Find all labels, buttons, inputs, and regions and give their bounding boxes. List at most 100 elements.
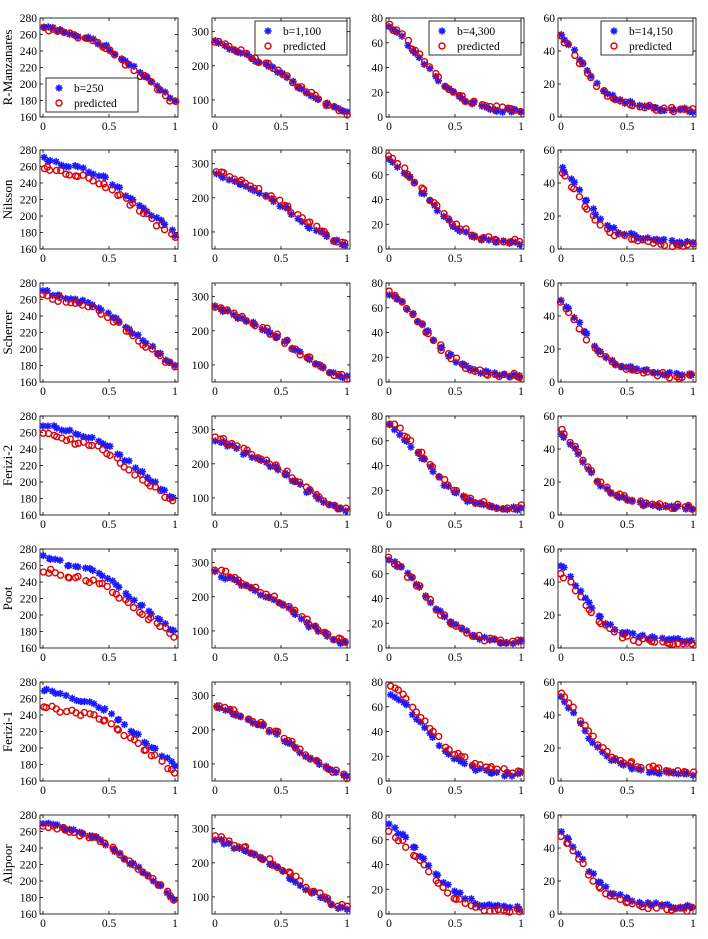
panel: 0 20 40 60 0 0.5 1 (544, 145, 697, 265)
predicted-point (314, 626, 322, 634)
predicted-point (141, 343, 150, 351)
observed-point (116, 451, 124, 459)
predicted-point (142, 746, 150, 754)
x-tick-label: 1 (690, 386, 696, 398)
predicted-point (435, 732, 443, 741)
legend: b=4,300 predicted (428, 20, 522, 56)
predicted-point (461, 753, 469, 761)
y-tick-label: 60 (544, 13, 556, 25)
predicted-point (516, 107, 525, 116)
panel: 0 20 40 60 0 0.5 1 (544, 278, 697, 398)
y-tick-label: 40 (544, 444, 556, 456)
predicted-point (482, 763, 490, 771)
observed-point (52, 158, 60, 166)
y-tick-label: 260 (20, 694, 38, 706)
y-tick-label: 300 (192, 824, 210, 836)
predicted-point (85, 441, 93, 449)
predicted-point (74, 439, 83, 447)
x-tick-label: 0.5 (448, 121, 463, 133)
predicted-point (306, 486, 314, 494)
observed-point (570, 709, 578, 717)
y-tick-label: 0 (377, 244, 383, 256)
y-tick-label: 280 (20, 278, 38, 290)
y-tick-label: 0 (549, 510, 555, 522)
predicted-point (482, 102, 490, 110)
predicted-point (607, 489, 615, 497)
predicted-point (298, 214, 306, 222)
x-tick-label: 0 (212, 253, 218, 265)
y-tick-label: 20 (372, 219, 384, 231)
predicted-point (619, 759, 628, 767)
panel: 160 180 200 220 240 260 280 0 0.5 1 (20, 677, 179, 797)
observed-point (89, 566, 97, 574)
observed-point (585, 598, 593, 607)
y-tick-label: 260 (20, 827, 38, 839)
predicted-point (259, 720, 267, 729)
predicted-point (516, 767, 524, 776)
y-tick-label: 20 (372, 485, 384, 497)
predicted-point (115, 318, 123, 326)
x-tick-label: 0 (212, 785, 218, 797)
predicted-point (103, 582, 111, 591)
predicted-point (434, 73, 443, 81)
x-tick-label: 1 (344, 386, 350, 398)
predicted-point (570, 315, 578, 324)
predicted-point (688, 505, 696, 513)
predicted-point (115, 594, 123, 602)
panel: 100 200 300 0 0.5 1 (192, 149, 351, 265)
predicted-point (171, 233, 180, 242)
x-tick-label: 1 (344, 121, 350, 133)
predicted-point (591, 216, 599, 224)
observed-point (135, 201, 144, 210)
x-tick-label: 0.5 (274, 652, 289, 664)
predicted-point (645, 763, 653, 771)
predicted-point (254, 58, 263, 66)
predicted-point (116, 459, 125, 467)
predicted-point (584, 727, 593, 735)
predicted-point (343, 111, 351, 119)
y-tick-label: 0 (549, 112, 555, 124)
predicted-point (602, 352, 610, 361)
legend-observed-label: b=1,100 (283, 26, 321, 38)
predicted-point (276, 196, 284, 204)
predicted-point (418, 448, 426, 457)
axes-box (211, 282, 351, 383)
panel: 100 200 300 0 0.5 1 (192, 548, 351, 664)
x-tick-label: 0 (212, 386, 218, 398)
x-tick-label: 1 (172, 519, 178, 531)
predicted-point (283, 72, 291, 80)
x-tick-label: 0.5 (448, 386, 463, 398)
x-tick-label: 0.5 (102, 785, 117, 797)
y-tick-label: 40 (544, 710, 556, 722)
predicted-point (101, 716, 109, 724)
predicted-point (247, 584, 255, 592)
predicted-point (564, 40, 572, 48)
observed-point (570, 178, 579, 187)
predicted-point (556, 298, 565, 306)
predicted-point (45, 166, 54, 174)
predicted-point (496, 636, 505, 644)
y-tick-label: 180 (20, 96, 38, 108)
predicted-point (429, 727, 437, 736)
predicted-point (241, 843, 250, 851)
predicted-point (315, 493, 323, 501)
x-tick-label: 0 (212, 652, 218, 664)
x-tick-label: 1 (518, 918, 524, 930)
x-tick-label: 0 (558, 386, 564, 398)
predicted-point (283, 336, 291, 345)
y-tick-label: 20 (372, 352, 384, 364)
observed-point (66, 426, 74, 434)
y-tick-label: 20 (544, 743, 556, 755)
observed-point (98, 572, 106, 580)
predicted-point (579, 59, 587, 68)
y-tick-label: 180 (20, 494, 38, 506)
panel: 0 20 40 60 80 0 0.5 1 (372, 411, 526, 531)
predicted-point (470, 97, 478, 105)
observed-point (39, 551, 47, 560)
predicted-point (421, 717, 429, 725)
predicted-point (143, 73, 151, 81)
predicted-point (484, 371, 492, 379)
predicted-point (288, 78, 297, 87)
predicted-point (278, 866, 287, 875)
x-tick-label: 1 (518, 785, 524, 797)
